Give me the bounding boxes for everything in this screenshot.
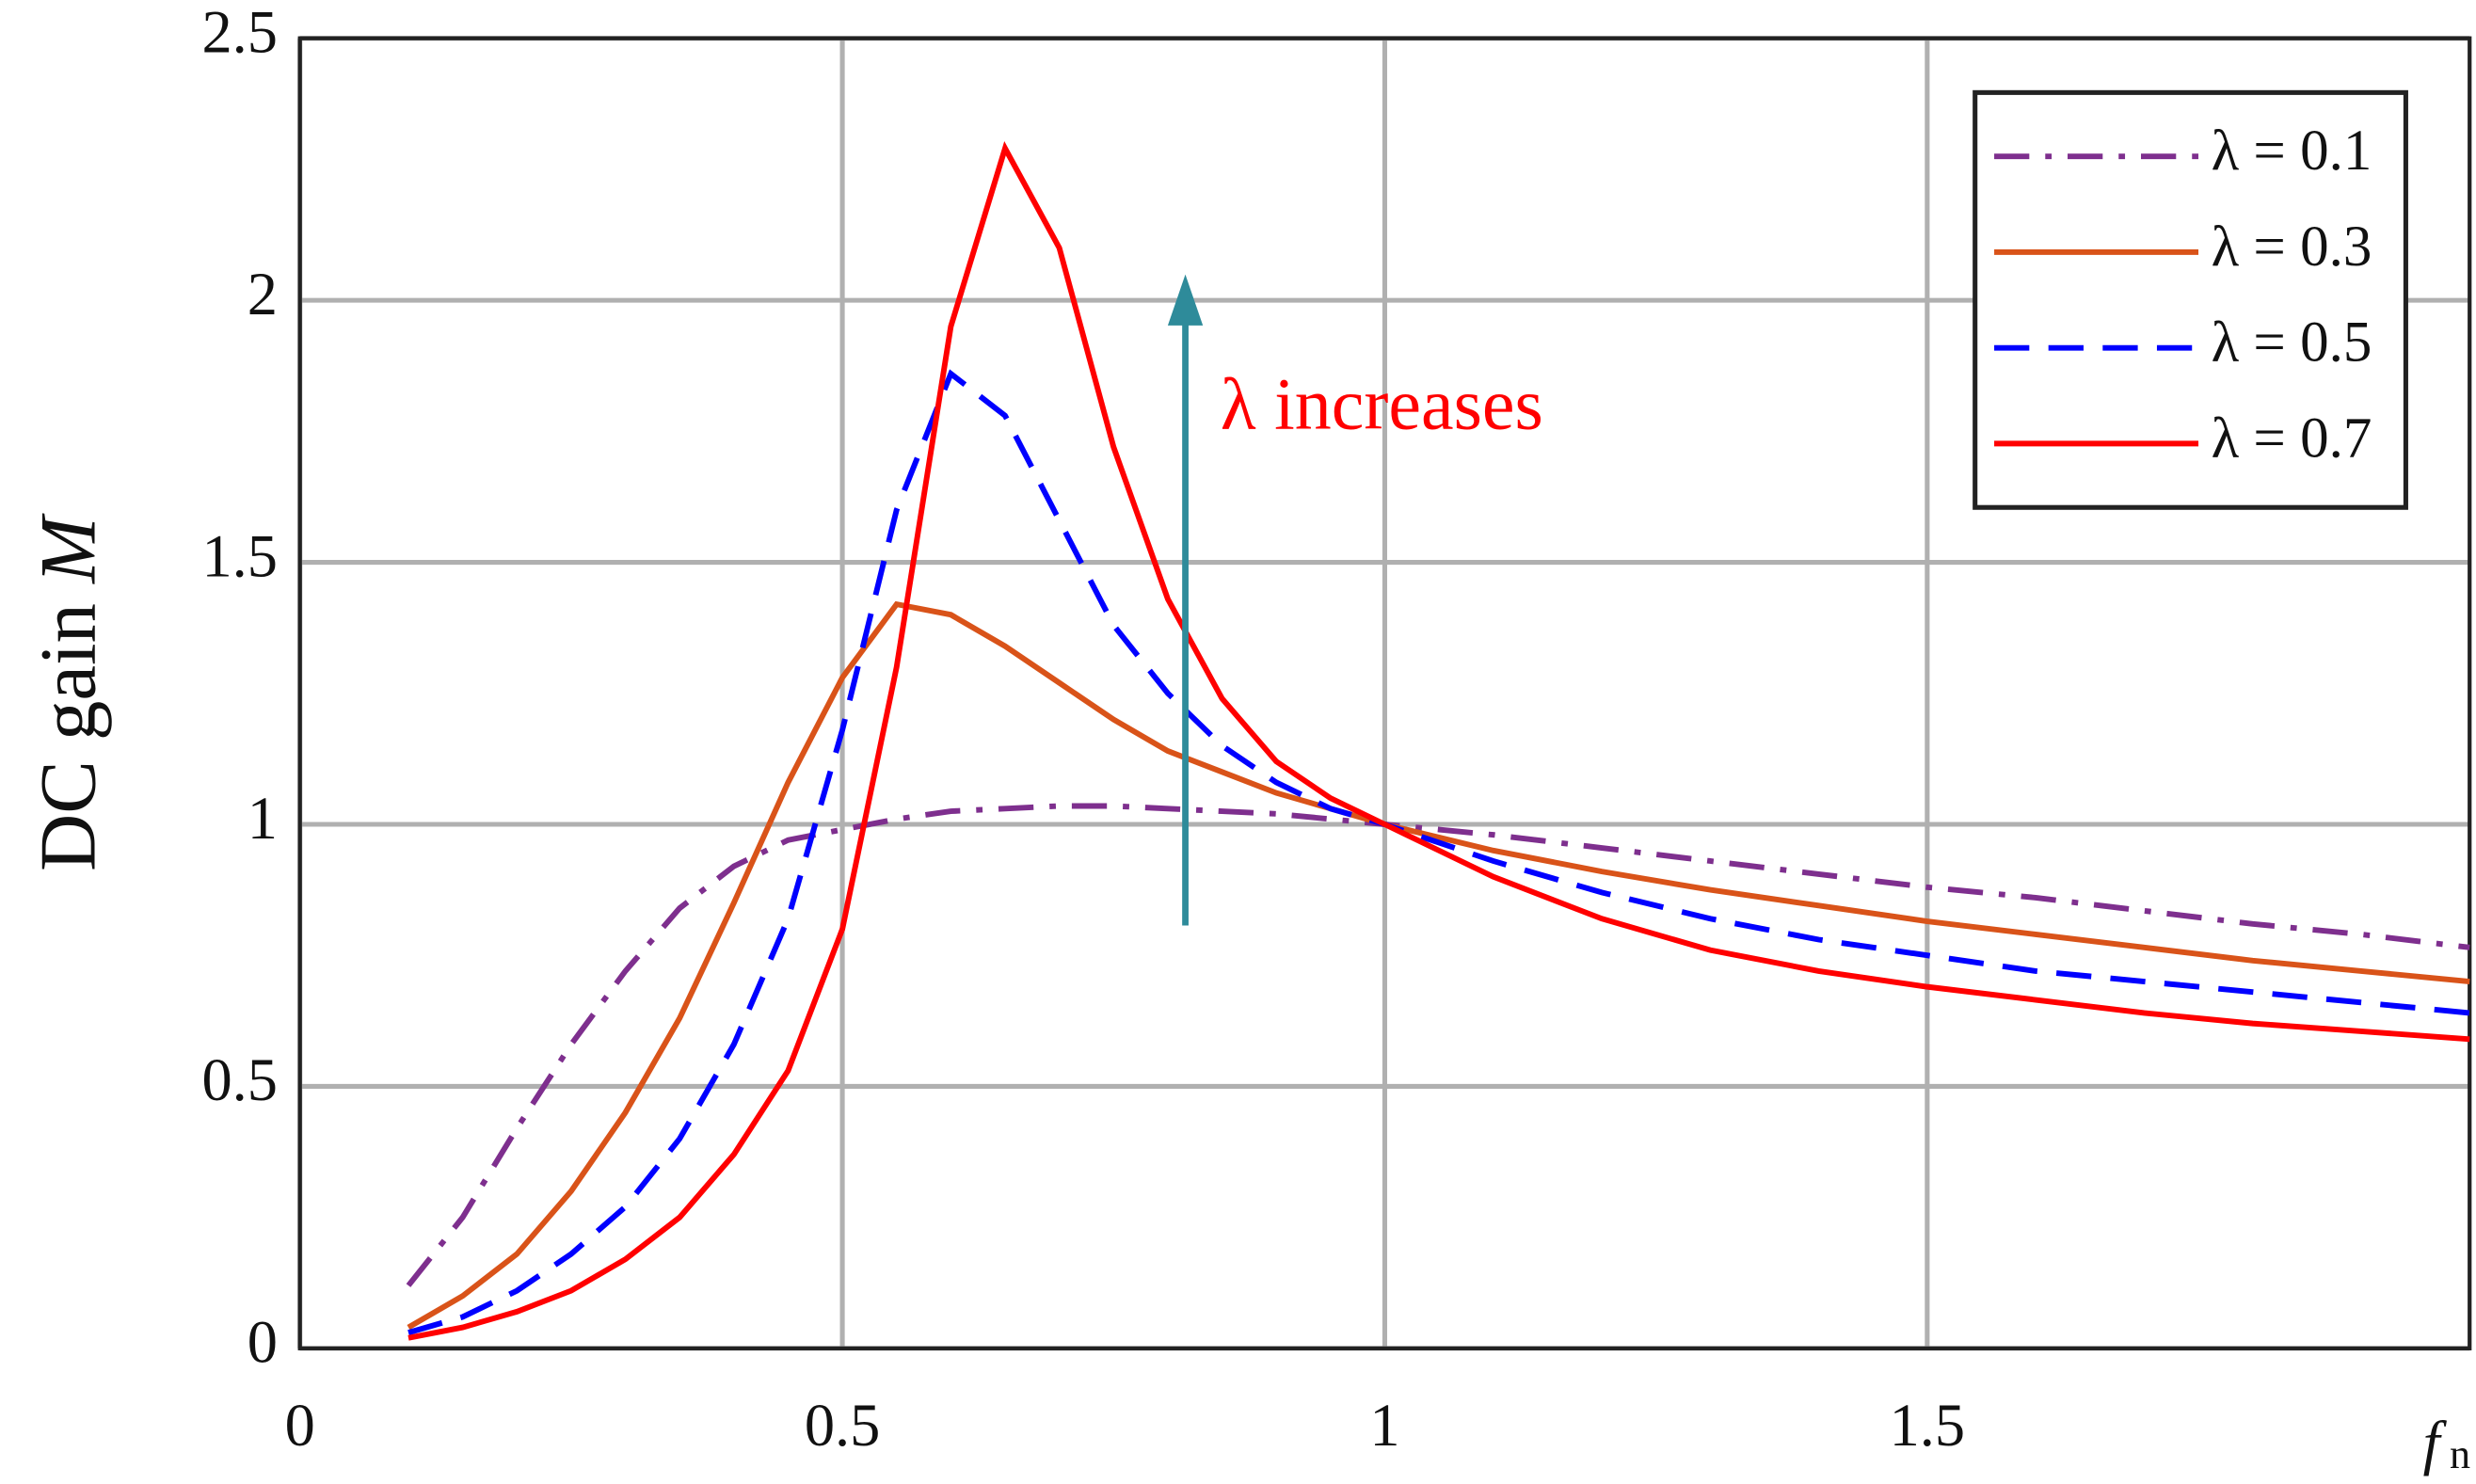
y-tick-label: 2 [248, 261, 278, 327]
y-axis-label: DC gain M [24, 513, 113, 871]
annotation-arrowhead [1167, 274, 1204, 326]
series-line [407, 600, 2470, 1331]
plot-area [297, 36, 2472, 1351]
x-tick-label: 0 [285, 1392, 315, 1459]
x-axis-label-sub: n [2450, 1431, 2470, 1477]
x-tick-label: 1 [1369, 1392, 1399, 1459]
legend-label: λ = 0.1 [2212, 120, 2372, 183]
y-tick-label: 2.5 [201, 0, 278, 65]
y-label-text: DC gain [24, 603, 113, 871]
legend-label: λ = 0.5 [2212, 311, 2372, 375]
x-tick-label: 1.5 [1890, 1392, 1966, 1459]
y-tick-label: 1.5 [201, 522, 278, 589]
x-tick-label: 0.5 [805, 1392, 881, 1459]
legend-label: λ = 0.3 [2212, 215, 2372, 279]
y-tick-label: 0 [248, 1309, 278, 1376]
legend: λ = 0.1 λ = 0.3 λ = 0.5 λ = 0.7 [1973, 89, 2408, 510]
y-label-italic: M [24, 513, 113, 584]
series-line [407, 141, 2470, 1341]
series-line [406, 803, 2470, 1287]
legend-box [1973, 89, 2408, 510]
y-tick-label: 0.5 [201, 1046, 278, 1113]
y-tick-label: 1 [248, 785, 278, 852]
series-line [407, 369, 2470, 1336]
legend-label: λ = 0.7 [2212, 407, 2372, 470]
plot-border [297, 36, 2472, 1350]
annotation: λ increases [1221, 363, 1543, 444]
